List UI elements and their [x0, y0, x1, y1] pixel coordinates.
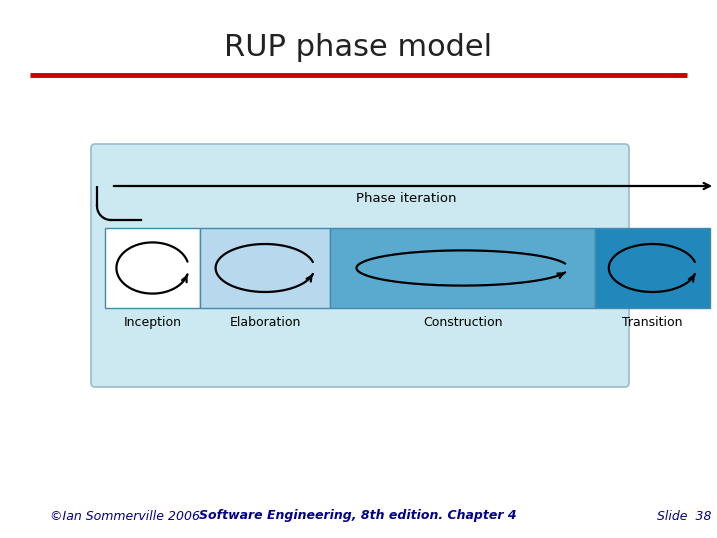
Bar	[200, 228, 330, 308]
FancyBboxPatch shape	[91, 144, 629, 387]
Text: Software Engineering, 8th edition. Chapter 4: Software Engineering, 8th edition. Chapt…	[199, 509, 517, 522]
Bar	[330, 228, 595, 308]
Text: Slide  38: Slide 38	[657, 509, 711, 522]
Text: Inception: Inception	[123, 316, 181, 329]
Text: Transition: Transition	[622, 316, 683, 329]
Bar	[595, 228, 710, 308]
Text: RUP phase model: RUP phase model	[224, 33, 492, 62]
Text: ©Ian Sommerville 2006: ©Ian Sommerville 2006	[50, 509, 200, 522]
Text: Elaboration: Elaboration	[229, 316, 300, 329]
Bar	[105, 228, 200, 308]
Text: Phase iteration: Phase iteration	[356, 192, 456, 204]
Text: Construction: Construction	[423, 316, 502, 329]
